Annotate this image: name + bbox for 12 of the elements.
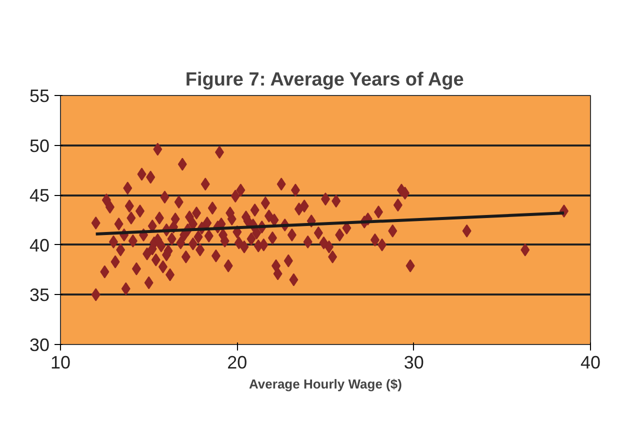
x-axis-title: Average Hourly Wage ($)	[249, 376, 402, 392]
x-tick-label: 30	[404, 352, 424, 372]
y-tick-label: 55	[29, 86, 50, 106]
chart-title: Figure 7: Average Years of Age	[185, 70, 464, 90]
x-tick-label: 20	[227, 352, 248, 372]
y-tick-label: 30	[29, 335, 50, 355]
x-tick-label: 40	[580, 352, 601, 372]
x-tick-label: 10	[50, 352, 71, 372]
y-tick-label: 35	[29, 285, 50, 306]
y-tick-label: 45	[29, 186, 50, 206]
y-tick-label: 50	[29, 136, 50, 156]
y-tick-label: 40	[29, 235, 50, 256]
